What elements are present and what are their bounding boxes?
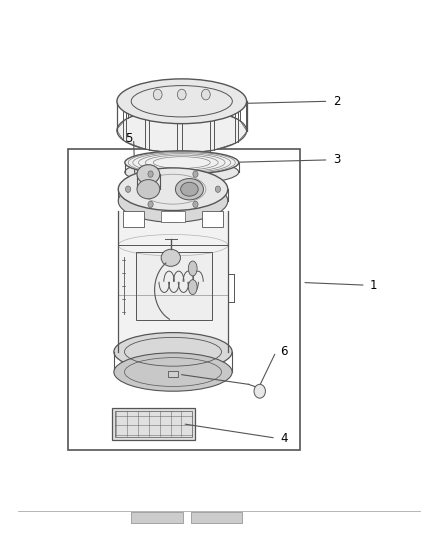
Bar	[136, 252, 212, 320]
Text: 3: 3	[333, 154, 340, 166]
Bar	[202, 211, 223, 227]
Circle shape	[177, 89, 186, 100]
Ellipse shape	[117, 108, 247, 153]
Bar	[68, 149, 300, 450]
Ellipse shape	[117, 79, 247, 124]
Circle shape	[153, 89, 162, 100]
Text: 6: 6	[280, 345, 288, 358]
Text: 4: 4	[280, 432, 288, 445]
Text: 2: 2	[333, 95, 340, 108]
Ellipse shape	[137, 165, 160, 184]
Circle shape	[125, 186, 131, 192]
Ellipse shape	[188, 280, 197, 295]
Ellipse shape	[114, 333, 232, 371]
Ellipse shape	[125, 160, 239, 184]
Circle shape	[148, 201, 153, 207]
Circle shape	[254, 384, 265, 398]
Circle shape	[201, 89, 210, 100]
Circle shape	[193, 201, 198, 207]
Circle shape	[148, 171, 153, 177]
Ellipse shape	[175, 179, 203, 200]
Text: 1: 1	[370, 279, 378, 292]
Bar	[123, 211, 144, 227]
Bar	[191, 512, 242, 523]
Bar	[112, 408, 195, 440]
Bar	[131, 512, 183, 523]
Bar	[168, 371, 178, 377]
Ellipse shape	[118, 180, 228, 222]
Ellipse shape	[180, 182, 198, 196]
Ellipse shape	[161, 249, 180, 266]
Ellipse shape	[114, 353, 232, 391]
Ellipse shape	[137, 180, 160, 199]
Ellipse shape	[118, 168, 228, 211]
Bar	[118, 211, 228, 352]
Text: 5: 5	[125, 132, 132, 145]
Circle shape	[193, 171, 198, 177]
Circle shape	[215, 186, 221, 192]
Bar	[161, 211, 185, 222]
Ellipse shape	[188, 261, 197, 276]
Bar	[115, 411, 192, 437]
Ellipse shape	[125, 151, 239, 174]
